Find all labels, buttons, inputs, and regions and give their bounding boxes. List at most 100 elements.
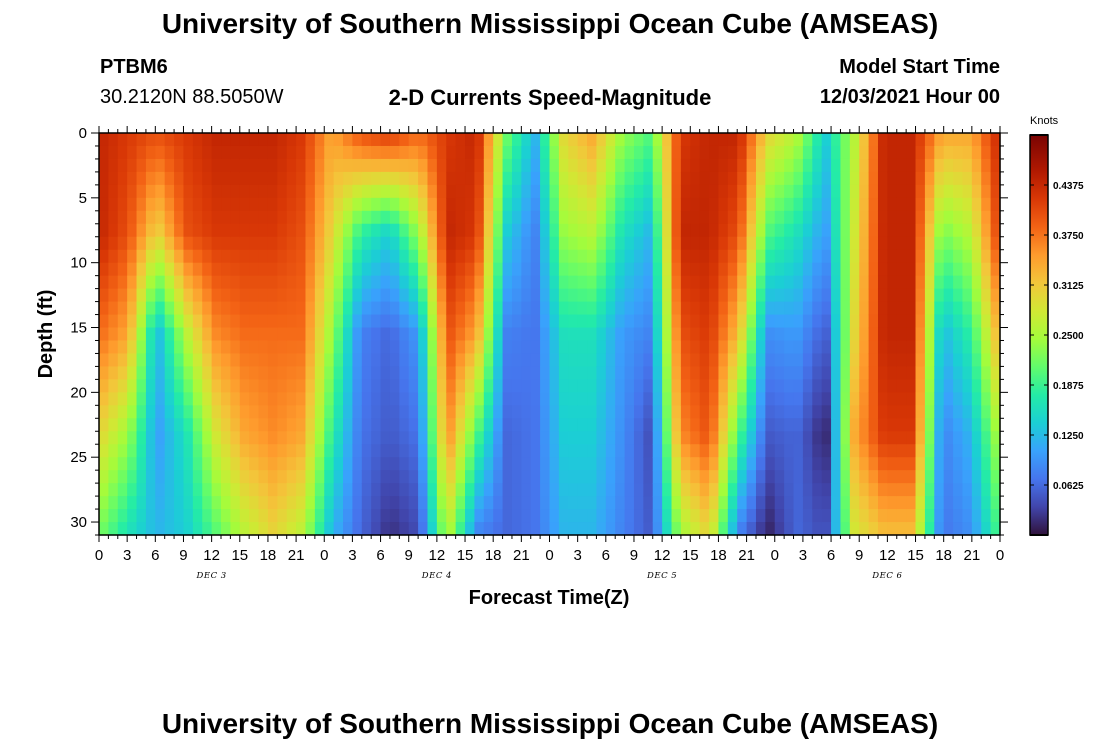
heatmap-cell bbox=[558, 444, 569, 458]
heatmap-cell bbox=[465, 275, 476, 290]
heatmap-cell bbox=[493, 353, 504, 368]
heatmap-cell bbox=[990, 275, 1001, 290]
heatmap-cell bbox=[746, 431, 757, 445]
heatmap-cell bbox=[136, 457, 147, 471]
heatmap-cell bbox=[662, 379, 673, 393]
heatmap-cell bbox=[99, 418, 109, 432]
heatmap-cell bbox=[436, 470, 447, 484]
heatmap-cell bbox=[296, 379, 307, 393]
heatmap-cell bbox=[408, 457, 419, 471]
heatmap-cell bbox=[662, 210, 673, 225]
heatmap-cell bbox=[277, 470, 288, 484]
heatmap-cell bbox=[493, 392, 504, 406]
heatmap-cell bbox=[671, 223, 682, 238]
heatmap-cell bbox=[361, 496, 372, 510]
heatmap-cell bbox=[802, 184, 813, 199]
heatmap-cell bbox=[643, 366, 654, 380]
heatmap-cell bbox=[718, 470, 729, 484]
heatmap-cell bbox=[709, 496, 720, 510]
heatmap-cell bbox=[380, 275, 391, 290]
heatmap-cell bbox=[324, 353, 335, 368]
heatmap-cell bbox=[202, 353, 213, 368]
heatmap-cell bbox=[953, 314, 964, 329]
heatmap-cell bbox=[765, 457, 776, 471]
heatmap-cell bbox=[746, 288, 757, 303]
heatmap-cell bbox=[408, 158, 419, 173]
heatmap-cell bbox=[662, 444, 673, 458]
y-tick-label: 5 bbox=[79, 190, 87, 207]
heatmap-cell bbox=[727, 262, 738, 277]
heatmap-cell bbox=[934, 457, 945, 471]
heatmap-cell bbox=[530, 184, 541, 199]
heatmap-cell bbox=[765, 158, 776, 173]
heatmap-cell bbox=[652, 158, 663, 173]
heatmap-cell bbox=[906, 431, 917, 445]
heatmap-cell bbox=[343, 236, 354, 251]
heatmap-cell bbox=[436, 379, 447, 393]
heatmap-cell bbox=[127, 314, 138, 329]
heatmap-cell bbox=[577, 444, 588, 458]
heatmap-cell bbox=[277, 223, 288, 238]
heatmap-cell bbox=[680, 483, 691, 497]
heatmap-cell bbox=[324, 496, 335, 510]
heatmap-cell bbox=[99, 262, 109, 277]
heatmap-cell bbox=[239, 496, 250, 510]
heatmap-cell bbox=[859, 184, 870, 199]
heatmap-cell bbox=[906, 457, 917, 471]
heatmap-cell bbox=[530, 262, 541, 277]
heatmap-cell bbox=[671, 353, 682, 368]
heatmap-cell bbox=[230, 210, 241, 225]
heatmap-cell bbox=[962, 327, 973, 342]
heatmap-cell bbox=[352, 314, 363, 329]
heatmap-cell bbox=[371, 444, 382, 458]
heatmap-cell bbox=[633, 496, 644, 510]
heatmap-cell bbox=[305, 392, 316, 406]
heatmap-cell bbox=[324, 483, 335, 497]
heatmap-cell bbox=[296, 158, 307, 173]
heatmap-cell bbox=[117, 184, 128, 199]
heatmap-cell bbox=[361, 366, 372, 380]
heatmap-cell bbox=[314, 210, 325, 225]
heatmap-cell bbox=[136, 314, 147, 329]
heatmap-cell bbox=[521, 483, 532, 497]
heatmap-cell bbox=[239, 418, 250, 432]
heatmap-cell bbox=[211, 392, 222, 406]
heatmap-cell bbox=[511, 483, 522, 497]
heatmap-cell bbox=[868, 171, 879, 186]
heatmap-cell bbox=[887, 327, 898, 342]
heatmap-cell bbox=[774, 171, 785, 186]
heatmap-cell bbox=[314, 522, 325, 536]
heatmap-cell bbox=[840, 249, 851, 264]
heatmap-cell bbox=[145, 392, 156, 406]
heatmap-cell bbox=[812, 444, 823, 458]
heatmap-cell bbox=[333, 184, 344, 199]
heatmap-cell bbox=[455, 236, 466, 251]
heatmap-cell bbox=[568, 223, 579, 238]
heatmap-cell bbox=[333, 223, 344, 238]
heatmap-cell bbox=[446, 262, 457, 277]
heatmap-cell bbox=[117, 353, 128, 368]
heatmap-cell bbox=[558, 133, 569, 147]
heatmap-cell bbox=[343, 184, 354, 199]
heatmap-cell bbox=[474, 158, 485, 173]
heatmap-cell bbox=[699, 301, 710, 316]
heatmap-cell bbox=[277, 262, 288, 277]
heatmap-cell bbox=[211, 340, 222, 355]
x-tick-label: 18 bbox=[260, 547, 277, 564]
heatmap-cell bbox=[746, 262, 757, 277]
heatmap-cell bbox=[737, 509, 748, 523]
heatmap-cell bbox=[990, 444, 1001, 458]
heatmap-cell bbox=[953, 483, 964, 497]
heatmap-cell bbox=[540, 236, 551, 251]
heatmap-cell bbox=[802, 483, 813, 497]
heatmap-cell bbox=[239, 184, 250, 199]
heatmap-cell bbox=[446, 210, 457, 225]
heatmap-cell bbox=[99, 483, 109, 497]
heatmap-cell bbox=[915, 483, 926, 497]
heatmap-cell bbox=[361, 197, 372, 212]
heatmap-cell bbox=[502, 158, 513, 173]
heatmap-cell bbox=[277, 314, 288, 329]
heatmap-cell bbox=[352, 392, 363, 406]
heatmap-cell bbox=[249, 405, 260, 419]
heatmap-cell bbox=[99, 197, 109, 212]
